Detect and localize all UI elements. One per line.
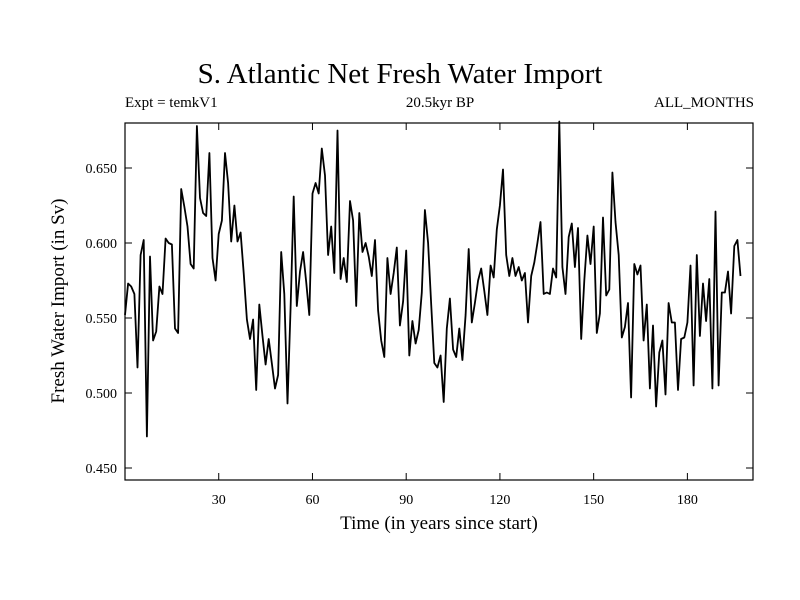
x-tick-label: 180 (677, 493, 698, 508)
y-axis: 0.450 0.500 0.550 0.600 0.650 (86, 162, 753, 477)
x-axis-label: Time (in years since start) (340, 513, 538, 534)
months-label: ALL_MONTHS (654, 95, 754, 111)
y-axis-label: Fresh Water Import (in Sv) (48, 199, 69, 404)
y-tick-label: 0.600 (86, 237, 118, 252)
y-tick-label: 0.650 (86, 162, 118, 177)
series-line (124, 120, 742, 438)
x-tick-label: 30 (212, 493, 226, 508)
y-tick-label: 0.550 (86, 312, 118, 327)
experiment-label: Expt = temkV1 (125, 95, 218, 111)
period-label: 20.5kyr BP (405, 95, 475, 111)
x-tick-label: 60 (305, 493, 319, 508)
plot-frame (124, 122, 754, 481)
y-tick-label: 0.500 (86, 387, 118, 402)
chart-title: S. Atlantic Net Fresh Water Import (197, 58, 603, 90)
x-tick-label: 90 (399, 493, 413, 508)
x-axis: 30 60 90 120 150 180 (212, 123, 698, 508)
x-tick-label: 150 (583, 493, 604, 508)
y-tick-label: 0.450 (86, 462, 118, 477)
x-tick-label: 120 (489, 493, 510, 508)
